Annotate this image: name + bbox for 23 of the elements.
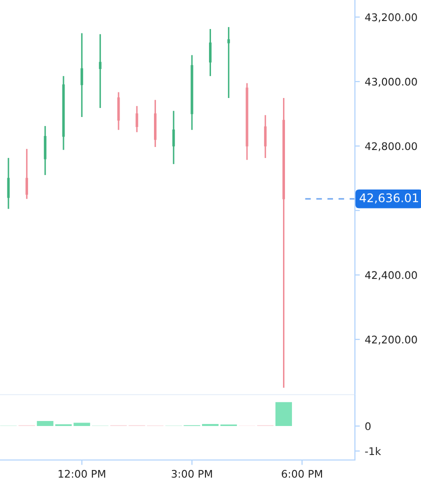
y-tick-label: 42,200.00 bbox=[365, 336, 417, 345]
y-tick-label: 43,000.00 bbox=[365, 78, 417, 87]
x-tick-label: 3:00 PM bbox=[172, 470, 212, 478]
y-tick-label: 42,400.00 bbox=[365, 271, 417, 280]
x-tick-label: 6:00 PM bbox=[282, 470, 322, 478]
y-tick-label: 0 bbox=[365, 422, 371, 430]
y-tick-label: 42,800.00 bbox=[365, 142, 417, 152]
candlestick bbox=[227, 26, 230, 99]
y-tick-label: -1k bbox=[365, 447, 382, 455]
candlestick bbox=[136, 105, 138, 133]
ref-line-label: 42,636.01 bbox=[360, 193, 418, 204]
candlestick bbox=[26, 148, 28, 200]
candlestick bbox=[7, 157, 10, 210]
candlestick bbox=[209, 28, 212, 77]
y-tick-label: 43,200.00 bbox=[365, 13, 417, 22]
bar bbox=[275, 402, 292, 426]
x-tick-label: 12:00 PM bbox=[58, 470, 106, 478]
candlestick bbox=[117, 91, 120, 131]
candlestick bbox=[172, 110, 175, 165]
candlestick bbox=[44, 125, 46, 176]
candlestick bbox=[80, 32, 84, 118]
candlestick bbox=[264, 114, 267, 159]
candlestick bbox=[98, 33, 102, 109]
